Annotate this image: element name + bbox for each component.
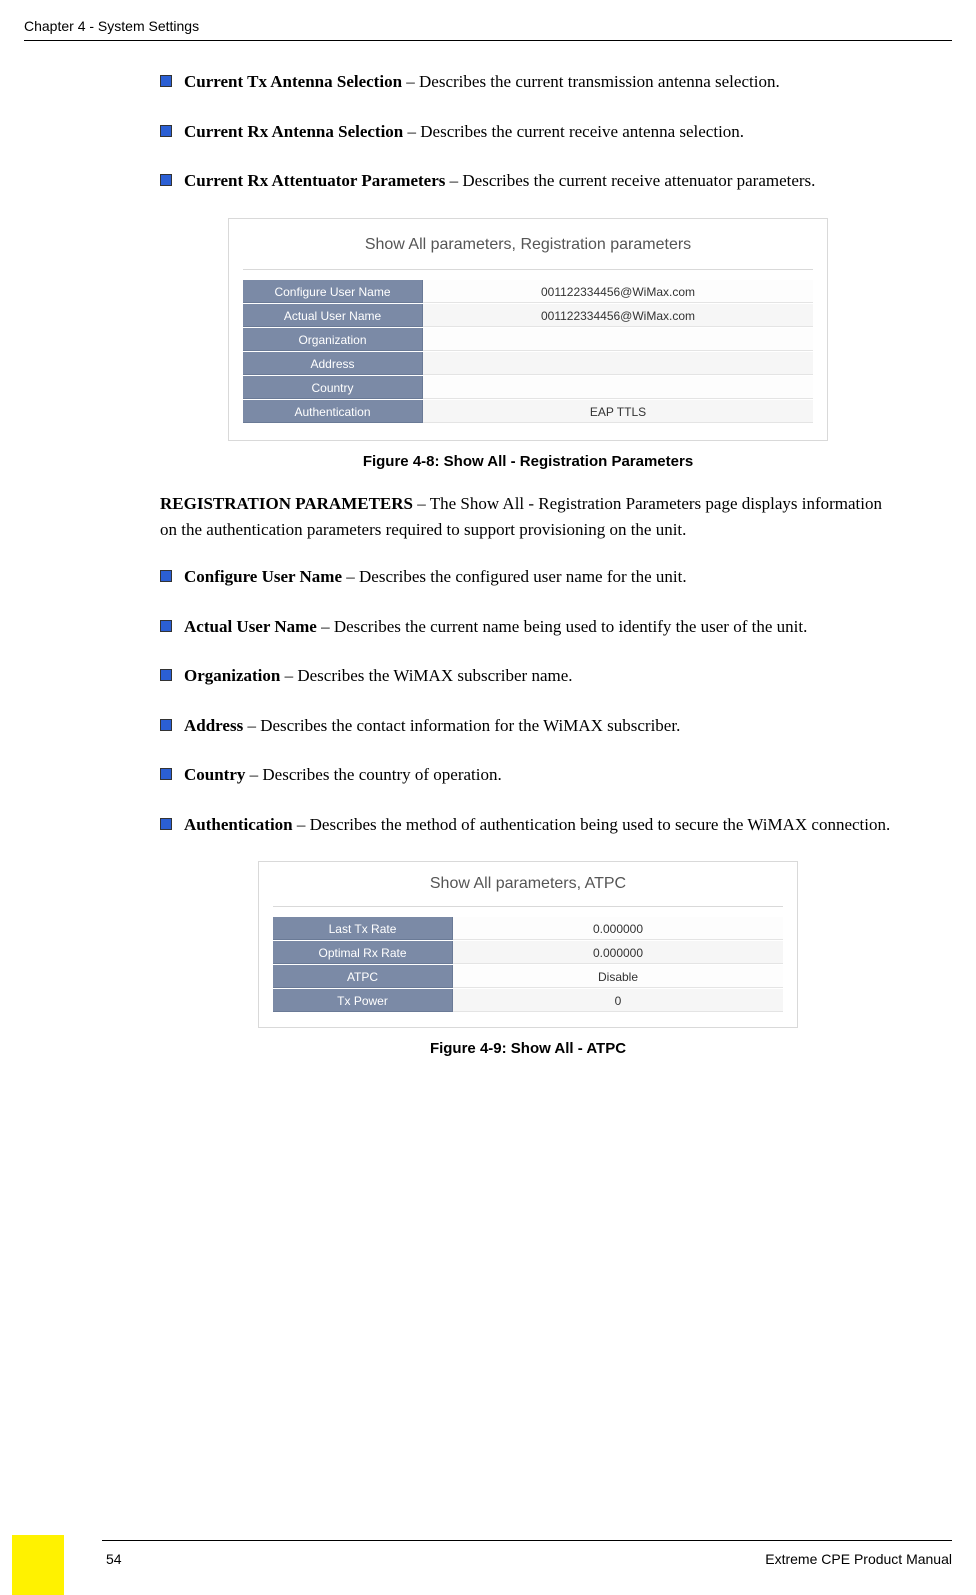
table-divider xyxy=(243,269,813,270)
bullet-term: Current Rx Attentuator Parameters xyxy=(184,171,445,190)
page-content: Current Tx Antenna Selection – Describes… xyxy=(0,49,976,1061)
bullet-text: Organization – Describes the WiMAX subsc… xyxy=(184,663,896,689)
table-row: Address xyxy=(243,352,813,376)
chapter-title: Chapter 4 - System Settings xyxy=(24,18,199,34)
square-bullet-icon xyxy=(160,818,172,830)
row-value: 0.000000 xyxy=(453,917,783,940)
row-value: 001122334456@WiMax.com xyxy=(423,304,813,327)
bullet-text: Actual User Name – Describes the current… xyxy=(184,614,896,640)
bullet-text: Country – Describes the country of opera… xyxy=(184,762,896,788)
header-rule xyxy=(24,40,952,41)
bullet-desc: – Describes the method of authentication… xyxy=(293,815,891,834)
footer-row: 54 Extreme CPE Product Manual xyxy=(24,1551,952,1567)
row-value xyxy=(423,376,813,399)
square-bullet-icon xyxy=(160,669,172,681)
square-bullet-icon xyxy=(160,125,172,137)
bullet-text: Authentication – Describes the method of… xyxy=(184,812,896,838)
row-key: Configure User Name xyxy=(243,280,423,303)
bullet-term: Address xyxy=(184,716,243,735)
bullet-term: Authentication xyxy=(184,815,293,834)
row-key: ATPC xyxy=(273,965,453,988)
footer-rule xyxy=(102,1540,952,1541)
bullet-item: Authentication – Describes the method of… xyxy=(160,812,896,838)
bullet-item: Country – Describes the country of opera… xyxy=(160,762,896,788)
bullet-desc: – Describes the configured user name for… xyxy=(342,567,687,586)
manual-name: Extreme CPE Product Manual xyxy=(765,1551,952,1567)
table-row: Configure User Name001122334456@WiMax.co… xyxy=(243,280,813,304)
table-row: ATPCDisable xyxy=(273,965,783,989)
bullet-item: Current Rx Antenna Selection – Describes… xyxy=(160,119,896,145)
bullet-text: Current Rx Antenna Selection – Describes… xyxy=(184,119,896,145)
figure-inner-title: Show All parameters, Registration parame… xyxy=(243,233,813,257)
row-key: Tx Power xyxy=(273,989,453,1012)
figure-caption: Figure 4-8: Show All - Registration Para… xyxy=(160,451,896,474)
bullet-term: Actual User Name xyxy=(184,617,317,636)
bullet-term: Current Rx Antenna Selection xyxy=(184,122,403,141)
row-key: Last Tx Rate xyxy=(273,917,453,940)
row-value xyxy=(423,352,813,375)
row-key: Optimal Rx Rate xyxy=(273,941,453,964)
row-key: Actual User Name xyxy=(243,304,423,327)
square-bullet-icon xyxy=(160,75,172,87)
bullet-term: Country xyxy=(184,765,245,784)
table-row: Actual User Name001122334456@WiMax.com xyxy=(243,304,813,328)
registration-table: Show All parameters, Registration parame… xyxy=(228,218,828,441)
square-bullet-icon xyxy=(160,570,172,582)
bullet-desc: – Describes the current receive attenuat… xyxy=(445,171,815,190)
bullet-desc: – Describes the country of operation. xyxy=(245,765,501,784)
bullet-term: Configure User Name xyxy=(184,567,342,586)
row-value: 0.000000 xyxy=(453,941,783,964)
row-value: 001122334456@WiMax.com xyxy=(423,280,813,303)
bullet-desc: – Describes the current transmission ant… xyxy=(402,72,780,91)
bullet-item: Organization – Describes the WiMAX subsc… xyxy=(160,663,896,689)
bullet-desc: – Describes the current name being used … xyxy=(317,617,808,636)
table-divider xyxy=(273,906,783,907)
bullet-desc: – Describes the WiMAX subscriber name. xyxy=(280,666,572,685)
figure-inner-title: Show All parameters, ATPC xyxy=(273,872,783,896)
bullet-item: Current Rx Attentuator Parameters – Desc… xyxy=(160,168,896,194)
row-key: Organization xyxy=(243,328,423,351)
figure-caption: Figure 4-9: Show All - ATPC xyxy=(160,1038,896,1061)
intro-term: REGISTRATION PARAMETERS xyxy=(160,494,413,513)
bullet-item: Configure User Name – Describes the conf… xyxy=(160,564,896,590)
table-row: Country xyxy=(243,376,813,400)
table-row: Optimal Rx Rate0.000000 xyxy=(273,941,783,965)
page-number: 54 xyxy=(106,1551,122,1567)
registration-intro: REGISTRATION PARAMETERS – The Show All -… xyxy=(160,491,896,542)
table-row: Last Tx Rate0.000000 xyxy=(273,917,783,941)
square-bullet-icon xyxy=(160,620,172,632)
bullet-desc: – Describes the contact information for … xyxy=(243,716,680,735)
figure-4-8: Show All parameters, Registration parame… xyxy=(160,218,896,441)
bullet-text: Address – Describes the contact informat… xyxy=(184,713,896,739)
bullet-desc: – Describes the current receive antenna … xyxy=(403,122,744,141)
bullet-item: Current Tx Antenna Selection – Describes… xyxy=(160,69,896,95)
bullet-text: Configure User Name – Describes the conf… xyxy=(184,564,896,590)
bullet-text: Current Rx Attentuator Parameters – Desc… xyxy=(184,168,896,194)
row-key: Country xyxy=(243,376,423,399)
row-value: 0 xyxy=(453,989,783,1012)
square-bullet-icon xyxy=(160,174,172,186)
row-value: EAP TTLS xyxy=(423,400,813,423)
square-bullet-icon xyxy=(160,719,172,731)
table-body: Configure User Name001122334456@WiMax.co… xyxy=(243,280,813,424)
bullet-text: Current Tx Antenna Selection – Describes… xyxy=(184,69,896,95)
row-value: Disable xyxy=(453,965,783,988)
page-footer: 54 Extreme CPE Product Manual xyxy=(24,1540,952,1567)
atpc-table: Show All parameters, ATPC Last Tx Rate0.… xyxy=(258,861,798,1028)
table-body: Last Tx Rate0.000000 Optimal Rx Rate0.00… xyxy=(273,917,783,1013)
row-value xyxy=(423,328,813,351)
figure-4-9: Show All parameters, ATPC Last Tx Rate0.… xyxy=(160,861,896,1028)
square-bullet-icon xyxy=(160,768,172,780)
row-key: Address xyxy=(243,352,423,375)
row-key: Authentication xyxy=(243,400,423,423)
table-row: Organization xyxy=(243,328,813,352)
table-row: Tx Power0 xyxy=(273,989,783,1013)
bullet-term: Organization xyxy=(184,666,280,685)
bullet-item: Actual User Name – Describes the current… xyxy=(160,614,896,640)
page-header: Chapter 4 - System Settings xyxy=(0,0,976,49)
bullet-item: Address – Describes the contact informat… xyxy=(160,713,896,739)
bullet-term: Current Tx Antenna Selection xyxy=(184,72,402,91)
table-row: AuthenticationEAP TTLS xyxy=(243,400,813,424)
